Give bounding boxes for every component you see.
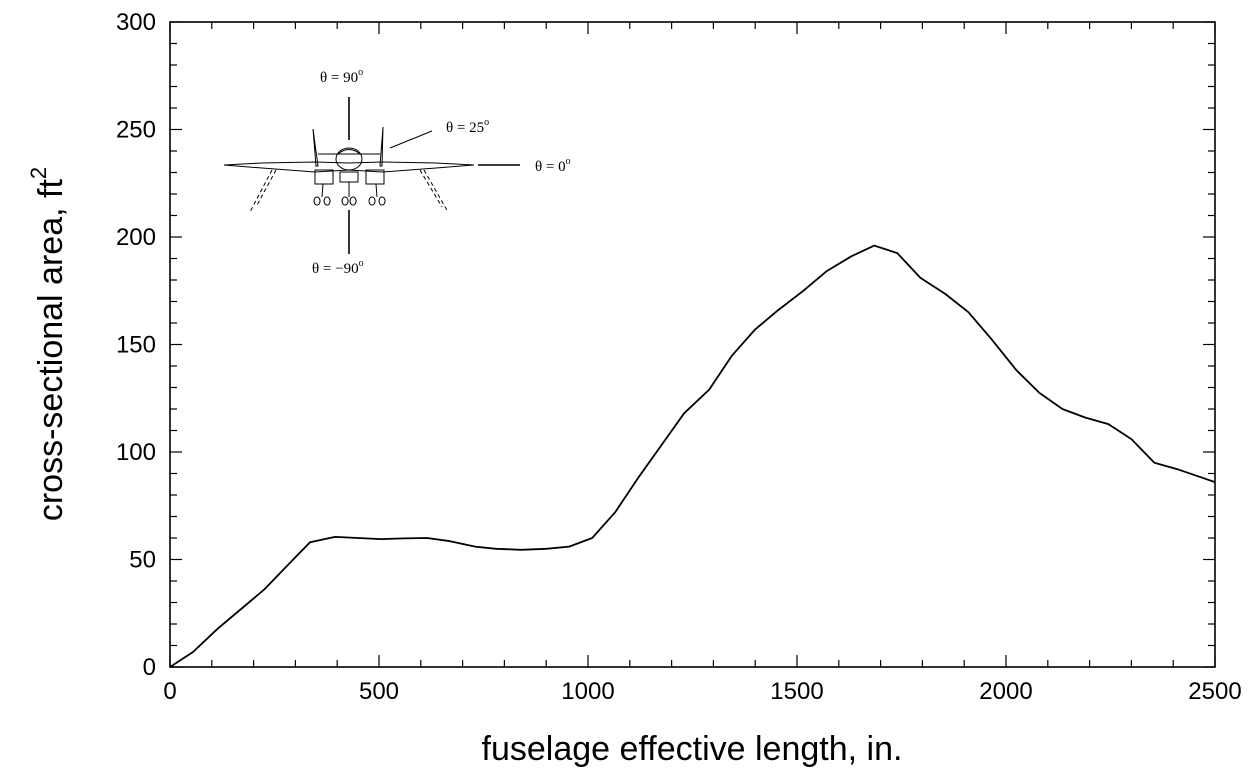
theta-0-sup: o [566, 156, 571, 167]
plot-frame [169, 21, 1216, 668]
x-tick-label: 1500 [770, 678, 823, 705]
x-tick-label: 2500 [1188, 678, 1241, 705]
ticks-layer [169, 21, 1216, 668]
y-tick-label: 0 [143, 654, 156, 681]
theta-90-label: θ = 90o [320, 67, 363, 86]
theta-0-label: θ = 0o [535, 156, 571, 175]
x-tick-label: 2000 [979, 678, 1032, 705]
area-distribution-line [169, 244, 1216, 668]
y-tick-label: 300 [116, 9, 156, 36]
y-axis-title: cross-sectional area, ft2 [26, 167, 70, 521]
tick-labels-layer: 0 500 1000 1500 2000 2500 0 50 100 150 200 250 300 [116, 9, 1242, 705]
aircraft-gear-right-icon [368, 183, 386, 206]
theta-0-text: θ = 0 [535, 159, 566, 175]
y-tick-label: 100 [116, 439, 156, 466]
aircraft-vtail-right-icon [379, 126, 384, 167]
x-axis-title: fuselage effective length, in. [482, 730, 903, 768]
y-tick-label: 200 [116, 224, 156, 251]
aircraft-vtail-left-icon [312, 128, 319, 167]
y-axis-title-group: cross-sectional area, ft2 [26, 167, 70, 521]
aircraft-nacelle-right-icon [365, 169, 385, 185]
y-axis-title-text: cross-sectional area, ft [32, 179, 70, 522]
theta-25-line [389, 130, 433, 149]
aircraft-fuselage-icon [335, 147, 363, 171]
theta-90-text: θ = 90 [320, 70, 358, 86]
aircraft-inset [223, 97, 520, 254]
aircraft-gear-center-icon [341, 182, 357, 206]
y-tick-label: 50 [129, 547, 156, 574]
y-tick-label: 250 [116, 117, 156, 144]
theta-25-sup: o [484, 117, 489, 128]
x-tick-label: 1000 [561, 678, 614, 705]
x-tick-label: 0 [163, 678, 176, 705]
y-axis-title-superscript: 2 [26, 167, 51, 179]
aircraft-gear-left-icon [313, 183, 331, 206]
aircraft-belly-icon [339, 171, 359, 183]
theta-25-label: θ = 25o [446, 117, 489, 136]
y-tick-label: 150 [116, 332, 156, 359]
theta-90-sup: o [358, 67, 363, 78]
series-layer [169, 244, 1216, 668]
aircraft-wingtip-right-icon [419, 169, 449, 213]
theta-neg90-label: θ = −90o [312, 258, 364, 277]
aircraft-wingtip-left-icon [249, 169, 277, 213]
aircraft-cockpit-icon [337, 149, 361, 155]
x-tick-label: 500 [359, 678, 399, 705]
theta-neg90-text: θ = −90 [312, 261, 359, 277]
aircraft-nacelle-left-icon [314, 169, 334, 185]
theta-neg90-sup: o [359, 258, 364, 269]
theta-25-text: θ = 25 [446, 120, 484, 136]
